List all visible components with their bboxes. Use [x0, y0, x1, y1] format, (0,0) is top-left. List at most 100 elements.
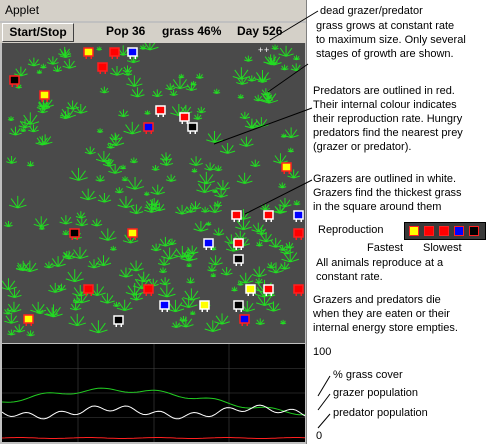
grass-tuft: [27, 57, 40, 67]
grass-tuft: [200, 206, 210, 213]
grass-tuft: [28, 124, 39, 133]
predator-creature: [69, 228, 80, 240]
grass-tuft: [68, 313, 86, 327]
grass-tuft: [151, 165, 160, 171]
grass-tuft: [193, 221, 209, 232]
grass-tuft: [281, 249, 300, 263]
grass-tuft: [117, 196, 135, 209]
grass-tuft: [204, 162, 216, 171]
grass-tuft: [235, 218, 252, 231]
grass-tuft: [205, 221, 212, 226]
grass-tuft: [179, 295, 198, 309]
grass-tuft: [283, 127, 299, 139]
grass-tuft: [153, 202, 166, 212]
grass-tuft: [122, 65, 133, 73]
grass-tuft: [196, 106, 206, 114]
grass-tuft: [266, 54, 282, 66]
grass-tuft: [144, 202, 159, 213]
grass-tuft: [280, 64, 289, 71]
grass-tuft: [6, 301, 22, 313]
grass-tuft: [26, 330, 35, 337]
grazer-creature: [159, 300, 170, 312]
grass-tuft: [206, 131, 223, 143]
grass-tuft: [179, 316, 188, 322]
grazer-population-series: [2, 404, 305, 420]
grass-tuft: [105, 158, 113, 165]
grass-tuft: [16, 263, 26, 271]
grass-tuft: [196, 181, 214, 194]
annotation-dead: dead grazer/predator: [320, 5, 423, 17]
grass-tuft: [4, 313, 19, 324]
grass-tuft: [65, 269, 84, 283]
grazer-creature: [233, 300, 244, 312]
grass-tuft: [185, 245, 199, 255]
predator-creature: [293, 284, 304, 296]
grass-tuft: [268, 262, 284, 274]
grass-tuft: [214, 313, 230, 325]
annotation-reproduce-line: constant rate.: [316, 271, 383, 283]
start-stop-button[interactable]: Start/Stop: [2, 23, 74, 42]
grass-tuft: [166, 299, 185, 313]
grass-tuft: [207, 264, 217, 272]
grass-tuft: [197, 171, 216, 185]
grass-tuft: [161, 247, 179, 260]
reproduction-swatch: [454, 226, 464, 236]
grass-tuft: [220, 266, 233, 276]
grass-tuft: [251, 266, 267, 278]
grass-tuft: [69, 302, 82, 311]
grass-tuft: [18, 119, 32, 129]
grass-tuft: [37, 99, 49, 108]
grass-tuft: [139, 44, 147, 50]
grass-tuft: [26, 161, 35, 167]
predator-creature: [23, 314, 34, 326]
grass-tuft: [30, 301, 47, 314]
grass-tuft: [250, 159, 261, 167]
grass-tuft: [186, 262, 192, 268]
legend-grass: % grass cover: [333, 369, 403, 381]
dead-marker: +: [264, 45, 269, 55]
grass-tuft: [159, 267, 167, 274]
grass-tuft: [118, 109, 129, 118]
grass-tuft: [110, 66, 124, 76]
grass-tuft: [73, 291, 90, 304]
grass-tuft: [279, 319, 287, 325]
grazer-creature: [233, 254, 244, 266]
grass-tuft: [110, 245, 117, 251]
grass-tuft: [255, 318, 265, 325]
grass-tuft: [159, 277, 171, 286]
grass-tuft: [13, 324, 26, 333]
grass-tuft: [97, 192, 112, 203]
grass-tuft: [128, 260, 144, 272]
grass-tuft: [280, 244, 294, 255]
grass-tuft: [173, 245, 191, 259]
grass-tuft: [195, 73, 204, 79]
grazer-creature: [127, 47, 138, 59]
grass-readout: grass 46%: [162, 24, 222, 38]
grass-tuft: [95, 255, 112, 267]
grass-tuft: [287, 147, 295, 153]
grass-tuft: [186, 277, 195, 284]
grass-tuft: [232, 67, 251, 80]
predator-creature: [109, 47, 120, 59]
grass-tuft: [238, 272, 254, 284]
grass-tuft: [244, 55, 253, 62]
annotation-predator-line: (grazer or predator).: [313, 141, 412, 153]
grass-tuft: [50, 256, 66, 268]
grass-tuft: [293, 200, 301, 206]
grass-tuft: [237, 281, 244, 286]
grass-tuft: [215, 180, 231, 191]
simulation-world[interactable]: + +: [2, 43, 305, 343]
predator-creature: [9, 75, 20, 87]
predator-creature: [281, 162, 292, 174]
grass-tuft: [207, 203, 222, 213]
grass-tuft: [165, 174, 177, 182]
grass-tuft: [237, 94, 244, 99]
grass-tuft: [21, 260, 38, 273]
grass-tuft: [58, 46, 72, 57]
predator-creature: [97, 62, 108, 74]
reproduction-swatch: [424, 226, 434, 236]
grazer-creature: [263, 210, 274, 222]
grass-tuft: [278, 45, 294, 57]
grass-tuft: [284, 241, 295, 249]
grazer-creature: [203, 238, 214, 250]
